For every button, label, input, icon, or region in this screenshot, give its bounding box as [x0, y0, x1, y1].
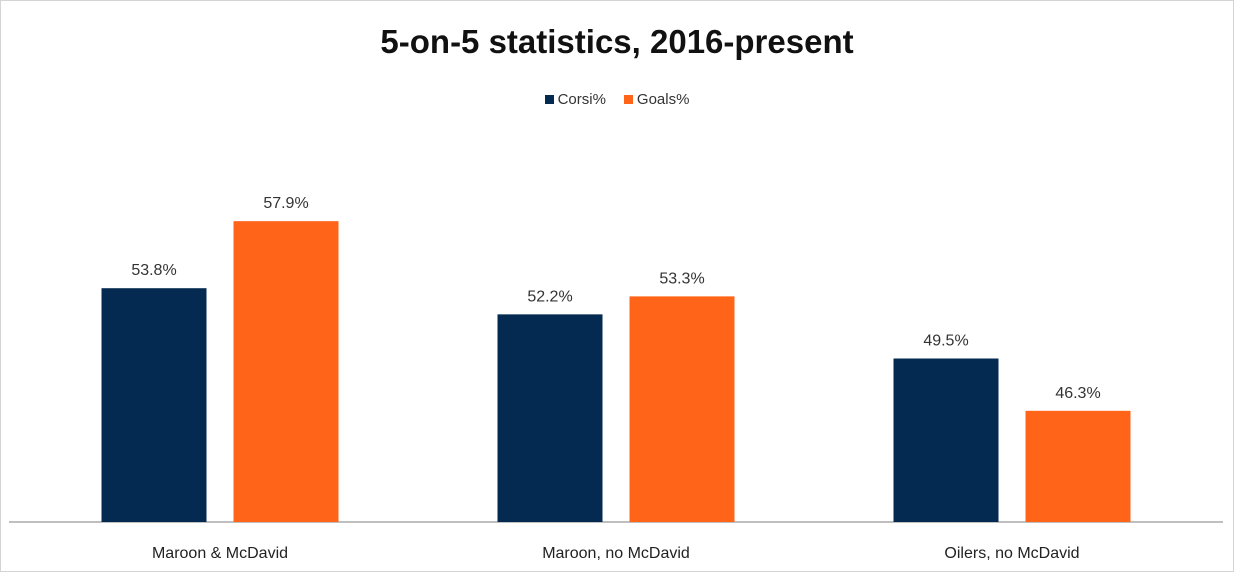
- data-label-goals-1: 53.3%: [659, 270, 704, 287]
- data-label-corsi-2: 49.5%: [923, 333, 968, 350]
- legend-item-goals: Goals%: [623, 91, 690, 108]
- legend-swatch-corsi: [544, 95, 554, 104]
- bar-corsi-2: [893, 358, 999, 522]
- legend-label-goals: Goals%: [636, 91, 690, 108]
- bar-goals-1: [629, 296, 735, 522]
- bar-goals-0: [233, 221, 339, 522]
- legend-item-corsi: Corsi%: [544, 91, 606, 108]
- bar-corsi-1: [497, 314, 603, 522]
- legend-label-corsi: Corsi%: [557, 91, 606, 108]
- chart-title: 5-on-5 statistics, 2016-present: [380, 23, 854, 60]
- bar-corsi-0: [101, 288, 207, 522]
- category-label-0: Maroon & McDavid: [152, 545, 288, 562]
- data-label-corsi-0: 53.8%: [131, 262, 176, 279]
- data-label-corsi-1: 52.2%: [527, 288, 572, 305]
- bar-goals-2: [1025, 410, 1131, 522]
- chart-legend: Corsi% Goals%: [1, 91, 1233, 108]
- category-label-2: Oilers, no McDavid: [944, 545, 1079, 562]
- category-label-1: Maroon, no McDavid: [542, 545, 690, 562]
- data-label-goals-2: 46.3%: [1055, 385, 1100, 402]
- data-label-goals-0: 57.9%: [263, 195, 308, 212]
- legend-swatch-goals: [623, 95, 633, 104]
